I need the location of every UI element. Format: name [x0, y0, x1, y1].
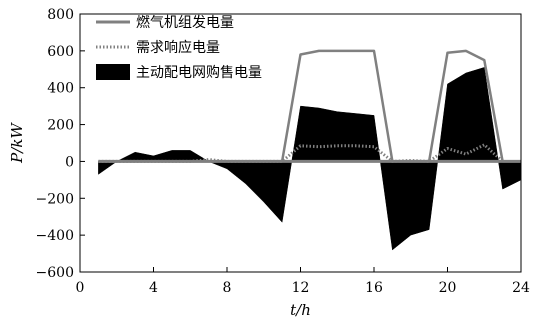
legend-label: 燃气机组发电量: [136, 14, 234, 31]
x-tick-label: 8: [223, 280, 232, 296]
y-tick-label: 800: [47, 7, 74, 23]
series-line-gas-generation: [98, 49, 521, 163]
y-tick-label: −200: [36, 191, 74, 207]
legend-label: 主动配电网购售电量: [136, 65, 262, 81]
y-tick-label: 400: [47, 81, 74, 97]
axes: 0 4 8 12 16 20 24 −600 −400 −200 0 200 400 600 800: [36, 7, 530, 296]
x-tick-label: 12: [292, 280, 310, 296]
legend-label: 需求响应电量: [136, 39, 220, 56]
x-tick-label: 24: [512, 280, 530, 296]
y-tick-label: 600: [47, 44, 74, 60]
x-tick-label: 16: [365, 280, 383, 296]
x-tick-label: 20: [439, 280, 457, 296]
y-tick-label: 200: [47, 118, 74, 134]
series-line-demand-response: [98, 143, 504, 163]
legend-swatch-area: [96, 64, 130, 80]
x-tick-label: 0: [76, 280, 85, 296]
y-axis-title: P/kW: [8, 122, 26, 164]
x-axis-title: t/h: [290, 301, 311, 319]
plot-area: [98, 49, 522, 251]
x-tick-label: 4: [149, 280, 158, 296]
series-area-purchase-sale: [98, 67, 522, 251]
y-tick-label: −600: [36, 265, 74, 281]
y-tick-label: 0: [65, 154, 74, 170]
y-tick-label: −400: [36, 228, 74, 244]
